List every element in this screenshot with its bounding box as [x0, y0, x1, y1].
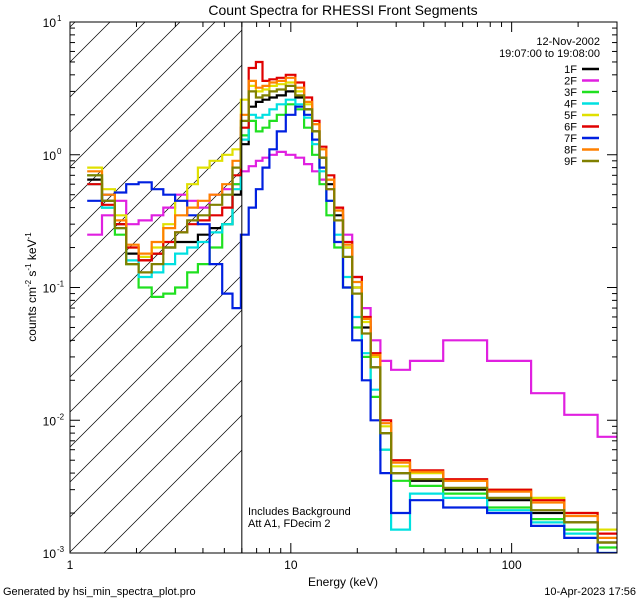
- time-range-label: 19:07:00 to 19:08:00: [499, 48, 600, 60]
- legend-label-9F: 9F: [564, 156, 577, 168]
- hatch-line: [70, 22, 216, 168]
- series-line-2F: [87, 150, 617, 438]
- legend-label-5F: 5F: [564, 110, 577, 122]
- legend-label-6F: 6F: [564, 122, 577, 134]
- hatch-line: [70, 22, 181, 133]
- y-axis-label: counts cm-2 s-1 keV-1: [24, 232, 39, 342]
- hatch-line: [70, 379, 242, 553]
- footer-timestamp: 10-Apr-2023 17:56: [544, 586, 636, 598]
- hatch-line: [70, 64, 242, 238]
- hatch-line: [138, 449, 242, 553]
- legend-label-7F: 7F: [564, 133, 577, 145]
- x-tick-label: 1: [67, 558, 74, 572]
- legend-label-1F: 1F: [564, 64, 577, 76]
- annotation-attenuator: Att A1, FDecim 2: [248, 518, 331, 530]
- date-label: 12-Nov-2002: [536, 36, 600, 48]
- series-line-7F: [87, 105, 617, 553]
- y-tick-exponent: -3: [57, 545, 65, 554]
- y-tick-exponent: 0: [57, 147, 62, 156]
- hatch-line: [70, 204, 242, 378]
- y-tick-exponent: 1: [57, 14, 62, 23]
- x-axis-label: Energy (keV): [308, 575, 378, 589]
- legend-label-8F: 8F: [564, 145, 577, 157]
- series-line-9F: [87, 84, 617, 544]
- series-line-3F: [87, 103, 617, 549]
- chart-title: Count Spectra for RHESSI Front Segments: [208, 2, 477, 18]
- footer-generated: Generated by hsi_min_spectra_plot.pro: [3, 586, 196, 598]
- x-tick-label: 100: [502, 558, 522, 572]
- y-tick-label: 10: [43, 149, 57, 163]
- y-tick-label: 10: [43, 16, 57, 30]
- y-tick-label: 10: [43, 547, 57, 561]
- x-tick-label: 10: [284, 558, 298, 572]
- hatch-line: [70, 309, 242, 483]
- hatch-line: [70, 274, 242, 448]
- hatch-line: [103, 414, 242, 553]
- y-tick-exponent: -1: [57, 280, 65, 289]
- series-line-6F: [87, 60, 617, 535]
- hatch-line: [70, 344, 242, 518]
- hatch-line: [70, 29, 242, 203]
- series-line-5F: [87, 81, 617, 531]
- annotation-background: Includes Background: [248, 506, 351, 518]
- legend-label-2F: 2F: [564, 76, 577, 88]
- series-line-8F: [87, 76, 617, 539]
- series-line-4F: [87, 98, 617, 553]
- legend-label-4F: 4F: [564, 99, 577, 111]
- hatch-line: [70, 239, 242, 413]
- legend-label-3F: 3F: [564, 87, 577, 99]
- y-tick-label: 10: [43, 414, 57, 428]
- y-tick-exponent: -2: [57, 412, 65, 421]
- series-layer: [87, 60, 617, 553]
- y-tick-label: 10: [43, 282, 57, 296]
- hatch-line: [70, 99, 242, 273]
